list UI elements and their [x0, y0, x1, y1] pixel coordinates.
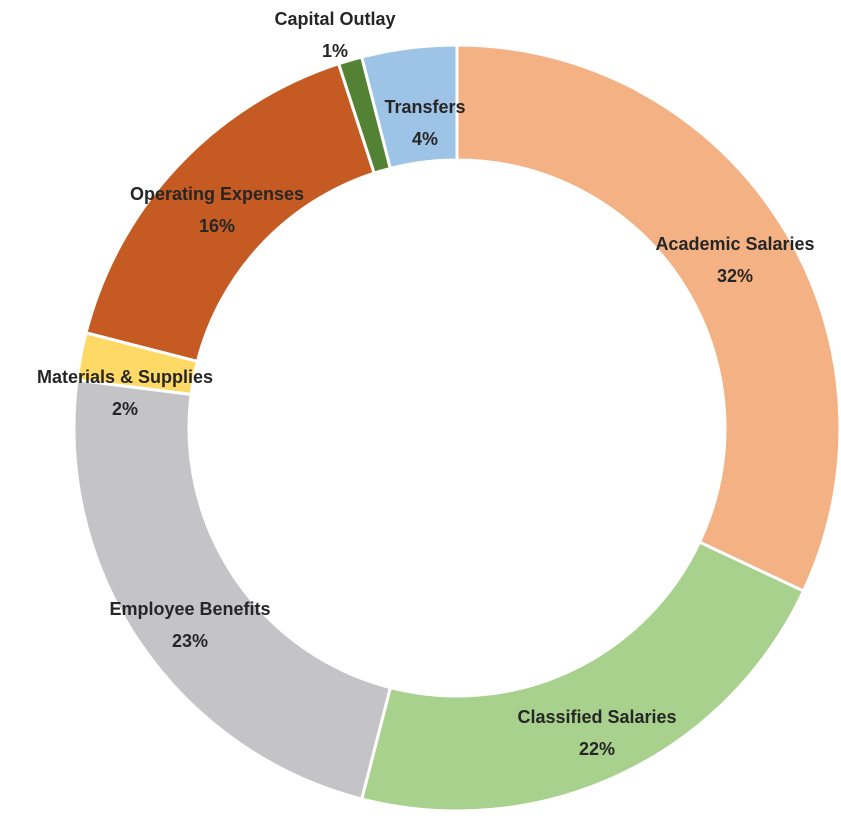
donut-segment	[359, 43, 459, 171]
segment-value-label: 16%	[199, 216, 235, 236]
segment-value-label: 22%	[579, 739, 615, 759]
segment-value-label: 2%	[112, 399, 138, 419]
donut-segment	[455, 43, 841, 594]
donut-segment	[84, 61, 377, 364]
segment-value-label: 1%	[322, 41, 348, 61]
segment-value-label: 4%	[412, 129, 438, 149]
segment-label: Capital Outlay	[274, 9, 395, 29]
segment-label: Transfers	[384, 97, 465, 117]
segment-label: Operating Expenses	[130, 184, 304, 204]
segment-label: Employee Benefits	[109, 599, 270, 619]
donut-segment	[72, 378, 393, 801]
segment-value-label: 23%	[172, 631, 208, 651]
segment-label: Classified Salaries	[517, 707, 676, 727]
segment-label: Academic Salaries	[655, 234, 814, 254]
segment-value-label: 32%	[717, 266, 753, 286]
donut-segment	[359, 540, 806, 813]
segment-label: Materials & Supplies	[37, 367, 213, 387]
